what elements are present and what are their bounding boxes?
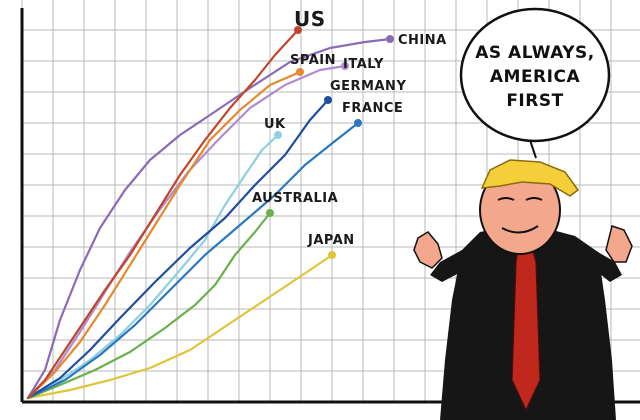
series-line-uk: [26, 133, 280, 400]
endpoint-australia: [266, 209, 274, 217]
series-line-germany: [26, 98, 330, 400]
right-hand: [605, 225, 633, 263]
label-italy: ITALY: [343, 57, 384, 72]
left-hand: [413, 231, 443, 269]
caricature-figure: [413, 159, 633, 420]
speech-line-2: AMERICA: [490, 67, 581, 87]
endpoint-italy: [341, 62, 349, 70]
red-tie: [511, 247, 541, 412]
series-line-us: [26, 28, 300, 400]
speech-line-1: AS ALWAYS,: [475, 43, 595, 63]
closed-eyes: [497, 197, 543, 201]
series-line-china: [26, 37, 392, 400]
series-endpoints: [266, 26, 394, 259]
series-line-france: [26, 121, 360, 400]
endpoint-spain: [296, 68, 304, 76]
endpoint-japan: [328, 251, 336, 259]
label-us: US: [294, 7, 326, 31]
label-australia: AUSTRALIA: [252, 191, 338, 206]
speech-bubble: AS ALWAYS, AMERICA FIRST: [459, 7, 611, 159]
left-leg: [500, 405, 516, 420]
right-arm: [595, 252, 622, 282]
label-uk: UK: [264, 117, 286, 132]
speech-line-3: FIRST: [506, 91, 563, 111]
label-japan: JAPAN: [307, 233, 355, 248]
left-arm: [430, 250, 465, 282]
endpoint-france: [354, 119, 362, 127]
label-germany: GERMANY: [330, 79, 406, 94]
label-france: FRANCE: [342, 101, 403, 116]
series-line-australia: [26, 211, 272, 400]
series-line-italy: [26, 64, 347, 400]
smirk: [501, 225, 539, 234]
right-leg: [540, 405, 556, 420]
series-line-spain: [26, 70, 302, 400]
endpoint-uk: [274, 131, 282, 139]
hair: [480, 159, 580, 197]
label-china: CHINA: [398, 33, 447, 48]
endpoint-china: [386, 35, 394, 43]
label-spain: SPAIN: [290, 53, 336, 68]
bubble-tail: [529, 139, 537, 159]
series-line-japan: [26, 253, 334, 400]
endpoint-us: [294, 26, 302, 34]
endpoint-germany: [324, 96, 332, 104]
